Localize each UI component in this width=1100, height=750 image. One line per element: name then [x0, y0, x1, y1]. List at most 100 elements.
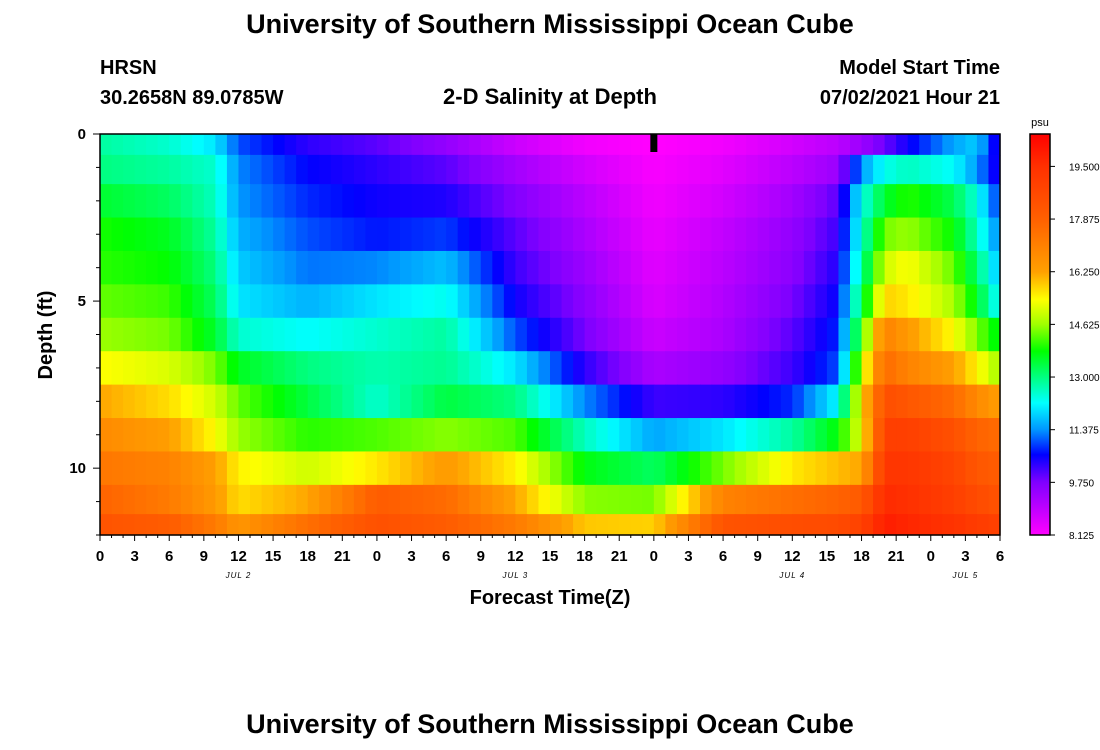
- heatmap-cell: [965, 284, 978, 319]
- heatmap-cell: [850, 451, 863, 486]
- heatmap-cell: [792, 418, 805, 453]
- heatmap-cell: [261, 217, 274, 252]
- heatmap-cell: [353, 134, 366, 156]
- heatmap-cell: [123, 134, 136, 156]
- heatmap-cell: [746, 184, 759, 219]
- heatmap-cell: [111, 418, 124, 453]
- heatmap-cell: [930, 418, 943, 453]
- heatmap-cell: [757, 418, 770, 453]
- heatmap-cell: [411, 217, 424, 252]
- heatmap-cell: [607, 418, 620, 453]
- heatmap-cell: [965, 484, 978, 515]
- heatmap-cell: [526, 134, 540, 156]
- heatmap-cell: [480, 317, 493, 352]
- heatmap-cell: [250, 451, 263, 486]
- heatmap-cell: [215, 451, 228, 486]
- heatmap-cell: [884, 484, 897, 515]
- heatmap-cell: [596, 284, 609, 319]
- heatmap-cell: [780, 217, 793, 252]
- heatmap-cell: [261, 250, 274, 285]
- heatmap-cell: [423, 134, 436, 156]
- heatmap-cell: [700, 451, 713, 486]
- heatmap-cell: [780, 514, 793, 536]
- heatmap-cell: [711, 484, 724, 515]
- heatmap-cell: [203, 250, 216, 285]
- heatmap-cell: [446, 384, 459, 419]
- heatmap-cell: [365, 184, 378, 219]
- heatmap-cell: [711, 284, 724, 319]
- heatmap-cell: [503, 154, 516, 185]
- heatmap-cell: [169, 451, 182, 486]
- heatmap-cell: [676, 418, 690, 453]
- heatmap-cell: [769, 384, 782, 419]
- heatmap-cell: [296, 217, 309, 252]
- heatmap-cell: [503, 134, 516, 156]
- heatmap-cell: [388, 484, 401, 515]
- heatmap-cell: [296, 134, 309, 156]
- heatmap-cell: [134, 217, 147, 252]
- heatmap-cell: [723, 317, 736, 352]
- heatmap-cell: [792, 351, 805, 386]
- heatmap-cell: [515, 134, 528, 156]
- heatmap-cell: [319, 317, 332, 352]
- y-axis-label: Depth (ft): [35, 291, 57, 380]
- heatmap-cell: [850, 384, 863, 419]
- heatmap-cell: [100, 154, 113, 185]
- heatmap-cell: [619, 514, 632, 536]
- heatmap-cell: [238, 418, 251, 453]
- heatmap-cell: [965, 384, 978, 419]
- heatmap-cell: [469, 418, 482, 453]
- heatmap-cell: [619, 217, 632, 252]
- heatmap-cell: [111, 184, 124, 219]
- heatmap-cell: [607, 451, 620, 486]
- heatmap-cell: [919, 184, 932, 219]
- x-tick-label: 21: [334, 548, 351, 565]
- heatmap-cell: [388, 250, 401, 285]
- heatmap-cell: [100, 451, 113, 486]
- heatmap-cell: [469, 351, 482, 386]
- heatmap-cell: [123, 514, 136, 536]
- heatmap-cell: [538, 484, 551, 515]
- heatmap-cell: [146, 451, 159, 486]
- heatmap-cell: [596, 250, 609, 285]
- heatmap-cell: [769, 154, 782, 185]
- heatmap-cell: [700, 317, 713, 352]
- heatmap-cell: [123, 384, 136, 419]
- heatmap-cell: [896, 284, 909, 319]
- heatmap-cell: [296, 284, 309, 319]
- heatmap-cell: [388, 384, 401, 419]
- heatmap-cell: [711, 351, 724, 386]
- heatmap-cell: [723, 284, 736, 319]
- heatmap-cell: [146, 184, 159, 219]
- heatmap-cell: [215, 184, 228, 219]
- x-tick-label: 21: [611, 548, 628, 565]
- heatmap-cell: [930, 134, 943, 156]
- heatmap-cell: [561, 514, 574, 536]
- heatmap-cell: [146, 514, 159, 536]
- heatmap-cell: [515, 154, 528, 185]
- heatmap-cell: [769, 184, 782, 219]
- heatmap-cell: [988, 384, 1001, 419]
- heatmap-cell: [388, 217, 401, 252]
- heatmap-cell: [434, 514, 447, 536]
- heatmap-cell: [711, 384, 724, 419]
- heatmap-cell: [111, 217, 124, 252]
- heatmap-cell: [550, 184, 563, 219]
- heatmap-cell: [930, 217, 943, 252]
- heatmap-cell: [873, 134, 886, 156]
- heatmap-cell: [665, 514, 678, 536]
- heatmap-cell: [896, 217, 909, 252]
- heatmap-cell: [665, 351, 678, 386]
- heatmap-cell: [815, 134, 828, 156]
- heatmap-cell: [157, 154, 170, 185]
- heatmap-cell: [607, 134, 620, 156]
- heatmap-cell: [480, 451, 493, 486]
- heatmap-cell: [607, 351, 620, 386]
- heatmap-cell: [503, 451, 516, 486]
- heatmap-cell: [780, 317, 793, 352]
- heatmap-cell: [826, 134, 840, 156]
- heatmap-cell: [134, 484, 147, 515]
- heatmap-cell: [319, 451, 332, 486]
- heatmap-cell: [988, 134, 1001, 156]
- x-tick-label: 9: [200, 548, 208, 565]
